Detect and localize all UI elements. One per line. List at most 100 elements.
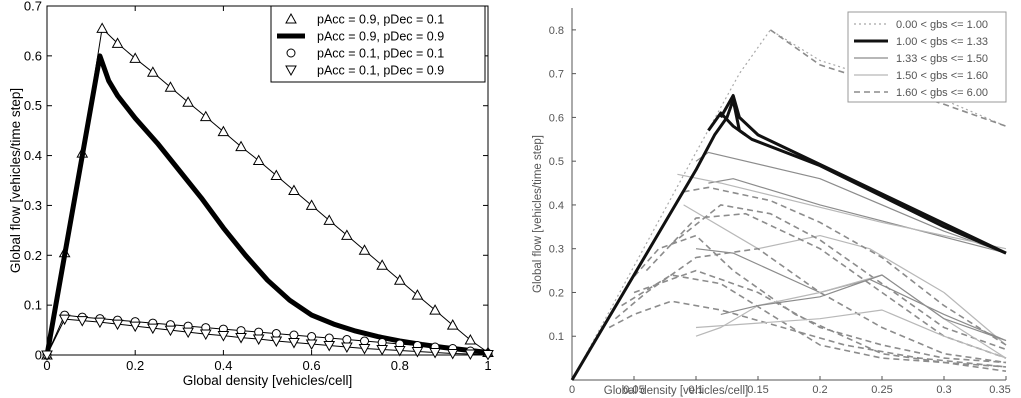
data-point	[182, 96, 194, 107]
data-point	[164, 325, 177, 337]
y-tick-label: 0.5	[24, 98, 42, 113]
data-point	[342, 335, 352, 345]
data-point	[324, 333, 334, 343]
data-point	[341, 342, 353, 354]
data-point	[164, 81, 177, 92]
series-line-19	[695, 309, 1007, 359]
data-point	[270, 336, 283, 348]
y-tick-label: 0.2	[549, 287, 564, 299]
y-tick-label: 0.5	[549, 156, 564, 168]
x-tick-label: 0.6	[303, 358, 321, 373]
y-tick-label: 0.1	[24, 298, 42, 313]
x-axis-label: Global density [vehicles/cell]	[183, 373, 353, 388]
data-point	[411, 289, 424, 300]
data-point	[393, 346, 406, 357]
data-point	[96, 22, 108, 33]
data-point	[182, 327, 194, 339]
series-line-9	[695, 248, 1007, 342]
y-tick-label: 0.4	[549, 200, 564, 212]
y-tick-label: 0.7	[549, 69, 564, 81]
y-tick-label: 0.3	[24, 198, 42, 213]
data-point	[358, 244, 371, 255]
y-tick-label: 0.6	[24, 48, 42, 63]
data-point	[235, 333, 247, 344]
data-point	[360, 336, 370, 346]
series-line-14	[670, 204, 1007, 351]
y-tick-label: 0.1	[549, 331, 564, 343]
legend: 0.00 < gbs <= 1.00 1.00 < gbs <= 1.33 1.33…	[847, 11, 1007, 103]
legend-marker	[285, 65, 297, 77]
data-point	[305, 199, 318, 210]
legend-label: 1.00 < gbs <= 1.33	[896, 36, 988, 48]
y-tick-label: 0	[35, 348, 42, 363]
data-point	[288, 338, 300, 349]
data-point	[341, 229, 353, 240]
legend-box	[847, 11, 1007, 103]
data-point	[235, 140, 247, 152]
data-point	[129, 52, 142, 63]
series-line-15	[608, 300, 1007, 368]
x-tick-label: 0	[43, 358, 50, 373]
series-line-17	[633, 269, 1007, 364]
series-line-0	[571, 29, 1007, 381]
data-point	[146, 66, 159, 77]
data-point	[464, 334, 477, 345]
data-point	[129, 321, 142, 333]
left-chart: 0 0.2 0.4 0.6 0.8 1 0 0.1 0.2 0.3 0.4 0.5 0.6 0.7 Glob…	[8, 0, 494, 388]
data-point	[217, 331, 230, 342]
legend-label: pAcc = 0.9, pDec = 0.1	[317, 13, 444, 27]
series-line-7	[677, 173, 1007, 250]
data-point	[307, 332, 317, 342]
legend-label: pAcc = 0.1, pDec = 0.9	[317, 64, 444, 78]
data-point	[252, 154, 265, 166]
data-point	[393, 274, 406, 285]
legend-label: pAcc = 0.1, pDec = 0.1	[317, 47, 444, 61]
x-tick-label: 0.05	[623, 384, 644, 396]
x-tick-label: 0.8	[391, 358, 409, 373]
series-line-10	[614, 247, 1007, 364]
series-line-3	[707, 111, 747, 137]
y-tick-label: 0.4	[24, 148, 42, 163]
legend-box	[270, 5, 486, 83]
series-1	[44, 53, 489, 356]
legend-label: 1.33 < gbs <= 1.50	[896, 53, 988, 65]
data-point	[94, 317, 106, 329]
data-point	[41, 350, 53, 362]
x-tick-label: 0.2	[126, 358, 144, 373]
data-point	[111, 319, 124, 331]
data-point	[199, 329, 212, 341]
y-axis-label: Global flow [vehicles/time step]	[8, 88, 23, 273]
x-tick-label: 1	[484, 358, 491, 373]
data-point	[217, 125, 230, 137]
y-tick-label: 0.8	[549, 25, 564, 37]
data-point	[411, 347, 424, 358]
x-tick-label: 0.1	[688, 384, 703, 396]
legend-marker	[286, 48, 296, 58]
data-point	[429, 348, 441, 359]
data-point	[58, 314, 71, 326]
series-line-8	[683, 204, 1007, 346]
series-line-16	[683, 186, 1007, 346]
data-point	[252, 334, 265, 346]
legend-label: pAcc = 0.9, pDec = 0.9	[317, 30, 444, 44]
x-axis-label: Global density [vehicles/cell]	[604, 385, 748, 397]
y-tick-label: 0.6	[549, 112, 564, 124]
data-point	[323, 214, 336, 225]
y-tick-label: 0.2	[24, 248, 42, 263]
data-point	[76, 316, 89, 327]
data-point	[271, 329, 281, 339]
series-line-5	[695, 151, 1007, 254]
data-point	[111, 37, 124, 48]
x-tick-label: 0.2	[812, 384, 827, 396]
series-line-13	[645, 212, 1007, 359]
data-point	[199, 110, 212, 122]
data-point	[446, 319, 459, 330]
legend-label: 1.60 < gbs <= 6.00	[896, 87, 988, 99]
data-point	[270, 169, 283, 181]
x-tick-label: 0.35	[989, 384, 1010, 396]
series-3	[41, 314, 494, 362]
y-tick-label: 0.7	[24, 0, 42, 14]
series-line-20	[720, 274, 1007, 342]
data-point	[358, 344, 371, 355]
legend-label: 0.00 < gbs <= 1.00	[896, 19, 988, 31]
